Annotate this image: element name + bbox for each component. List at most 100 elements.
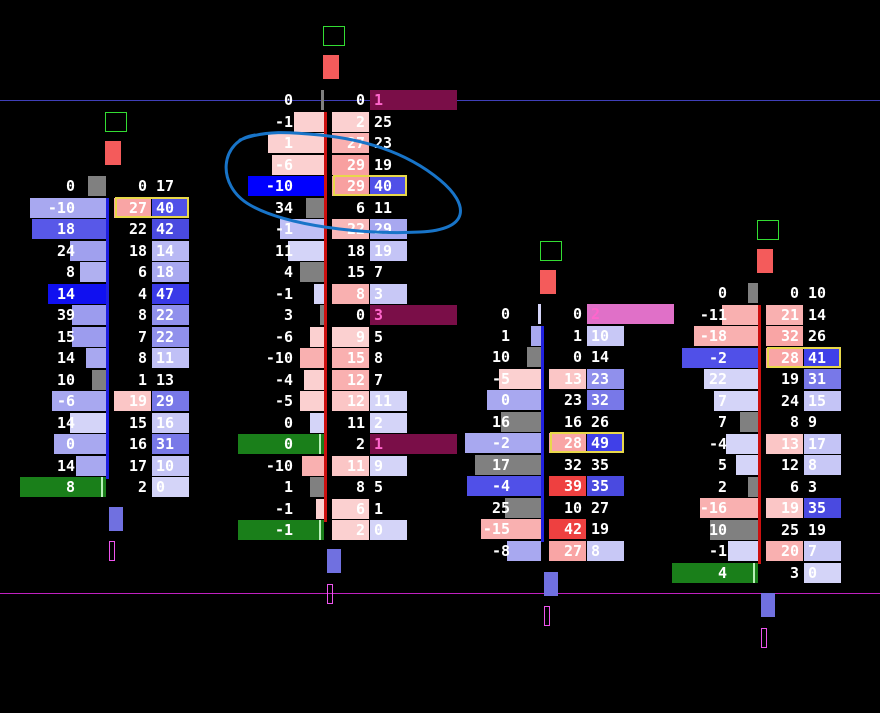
delta-value: -1 (274, 284, 293, 303)
delta-bar (694, 326, 758, 346)
ask-cell-bg (152, 412, 189, 433)
ask-volume: 26 (808, 327, 827, 345)
delta-value: 10 (56, 370, 75, 389)
ask-cell-bg (152, 219, 189, 239)
ask-cell-bg (587, 433, 624, 453)
bar-top-delta (323, 55, 339, 79)
delta-value: 8 (65, 263, 75, 281)
delta-bar (70, 412, 106, 433)
delta-bar (320, 305, 324, 325)
ask-volume: 7 (374, 263, 384, 281)
delta-value: 34 (274, 198, 293, 217)
bid-volume: 17 (128, 456, 147, 475)
ask-cell-bg (370, 283, 407, 304)
bid-cell-bg (549, 368, 586, 389)
bid-volume: 12 (346, 370, 365, 389)
delta-bar (88, 176, 106, 196)
poc-highlight-box[interactable] (115, 196, 189, 218)
bar-top-total (757, 220, 779, 240)
bid-volume: 2 (355, 112, 365, 131)
bid-volume: 16 (128, 435, 147, 453)
delta-value: 14 (56, 456, 75, 475)
ask-volume: 13 (156, 370, 175, 389)
delta-bar (238, 434, 324, 454)
bid-volume: 28 (780, 348, 799, 367)
ask-volume: 10 (156, 456, 175, 475)
bid-volume: 8 (137, 349, 147, 367)
poc-highlight-box[interactable] (767, 346, 841, 368)
delta-value: -10 (265, 177, 293, 195)
ask-volume: 8 (591, 541, 601, 560)
bid-volume: 15 (128, 413, 147, 432)
bid-volume: 25 (780, 520, 799, 539)
delta-bar (700, 498, 758, 518)
bid-volume: 22 (346, 220, 365, 238)
bid-volume: 8 (355, 284, 365, 303)
ask-volume: 25 (374, 112, 393, 131)
bid-volume: 0 (355, 306, 365, 324)
delta-bar (302, 455, 324, 476)
ask-cell-bg (804, 347, 841, 368)
ask-volume: 14 (808, 305, 827, 324)
ask-cell-bg (804, 498, 841, 518)
bid-volume: 4 (137, 284, 147, 303)
poc-highlight-box[interactable] (333, 175, 407, 196)
delta-value: 39 (56, 306, 75, 324)
bid-volume: 18 (128, 241, 147, 260)
delta-value: -1 (274, 499, 293, 518)
bid-cell-bg (766, 498, 803, 518)
poc-highlight-box[interactable] (550, 432, 624, 453)
delta-value: 7 (717, 413, 727, 431)
ask-volume: 9 (374, 456, 384, 475)
bid-cell-bg (549, 540, 586, 561)
delta-bar (72, 326, 106, 347)
delta-value: -6 (274, 155, 293, 174)
ask-cell-bg (152, 434, 189, 454)
delta-value: -2 (708, 348, 727, 367)
delta-bar (300, 262, 324, 282)
ask-volume: 7 (808, 542, 818, 560)
ask-volume: 35 (808, 499, 827, 517)
delta-value: -1 (708, 542, 727, 560)
volume-axis-line (758, 304, 761, 564)
delta-value: 15 (56, 327, 75, 346)
ask-cell-bg (587, 325, 624, 346)
delta-bar (86, 348, 106, 368)
delta-value: -16 (699, 499, 727, 517)
bid-volume: 13 (780, 434, 799, 453)
bid-volume: 2 (137, 478, 147, 496)
delta-bar (321, 90, 324, 110)
ask-volume: 35 (591, 455, 610, 474)
bid-volume: 11 (346, 456, 365, 475)
ask-cell-bg (370, 520, 407, 540)
ask-cell-bg (152, 305, 189, 325)
delta-value: 0 (65, 435, 75, 453)
delta-bar (310, 326, 324, 347)
delta-value: -8 (491, 541, 510, 560)
bar-bottom-delta (761, 628, 767, 648)
bar-bottom-total (544, 572, 558, 596)
delta-bar (310, 412, 324, 433)
ask-volume: 40 (156, 198, 175, 217)
bar-top-delta (105, 141, 121, 165)
bid-volume: 32 (780, 327, 799, 345)
ask-volume: 27 (591, 498, 610, 517)
bid-cell-bg (766, 433, 803, 454)
bid-cell-bg (332, 326, 369, 347)
delta-bar (672, 562, 758, 583)
bid-cell-bg (766, 541, 803, 561)
bid-cell-bg (332, 369, 369, 390)
delta-value: -2 (491, 434, 510, 452)
ask-cell-bg (370, 434, 457, 454)
ask-cell-bg (587, 368, 624, 389)
delta-bar (306, 197, 324, 218)
delta-value: -1 (274, 220, 293, 238)
ask-volume: 19 (374, 241, 393, 260)
bid-volume: 19 (128, 392, 147, 410)
delta-bar (288, 240, 324, 261)
delta-value: 3 (283, 306, 293, 324)
ask-volume: 29 (374, 220, 393, 238)
bar-top-total (105, 112, 127, 132)
ask-volume: 1 (374, 499, 384, 518)
